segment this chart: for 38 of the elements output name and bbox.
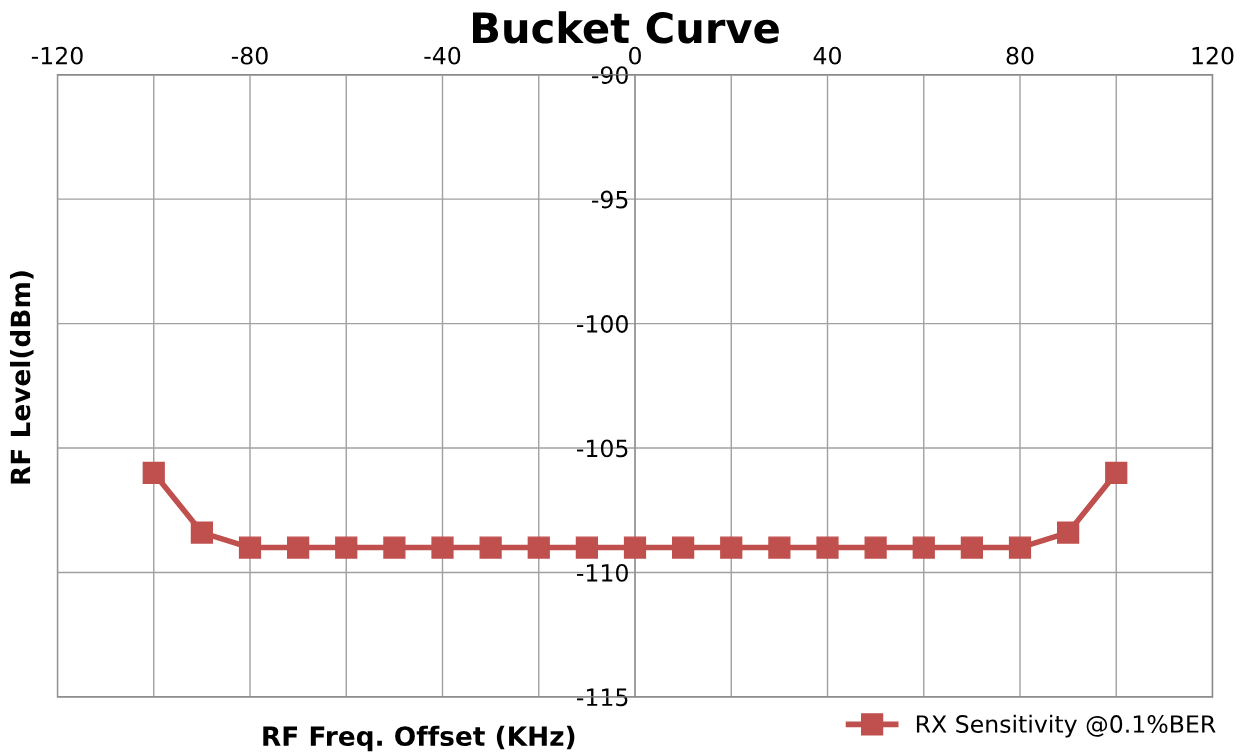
point <box>142 461 165 485</box>
point <box>238 536 262 559</box>
y-tick-label: -110 <box>577 563 628 582</box>
point <box>1057 521 1080 544</box>
point <box>816 536 839 559</box>
y-tick-label: -115 <box>577 688 628 707</box>
y-tick-label: -105 <box>577 439 628 458</box>
chart-title: Bucket Curve <box>473 11 779 44</box>
point <box>864 536 887 559</box>
point <box>431 536 454 559</box>
y-tick-label: -90 <box>592 66 628 85</box>
y-axis-title: RF Level(dBm) <box>10 271 34 484</box>
point <box>335 536 358 559</box>
point <box>720 536 743 559</box>
point <box>1008 536 1032 559</box>
point <box>287 536 310 559</box>
point <box>960 536 983 559</box>
x-tick-label: 80 <box>1006 46 1034 65</box>
x-tick-label: 120 <box>1192 46 1234 65</box>
x-tick-label: -40 <box>424 46 461 65</box>
x-tick-label: -80 <box>231 46 268 65</box>
point <box>575 536 598 559</box>
point <box>912 536 935 559</box>
point <box>479 536 502 559</box>
point <box>768 536 791 559</box>
y-tick-label: -100 <box>577 315 628 333</box>
x-axis-title: RF Freq. Offset (KHz) <box>263 725 575 752</box>
point <box>190 521 213 544</box>
point <box>527 536 550 559</box>
x-tick-label: 0 <box>629 46 641 65</box>
point <box>623 536 647 559</box>
x-tick-label: 40 <box>813 46 841 65</box>
y-tick-label: -95 <box>592 190 628 209</box>
point <box>672 536 695 559</box>
x-tick-label: -120 <box>31 46 83 65</box>
point <box>1105 461 1128 485</box>
legend-label: RX Sensitivity @0.1%BER <box>916 714 1216 738</box>
point <box>383 536 406 559</box>
